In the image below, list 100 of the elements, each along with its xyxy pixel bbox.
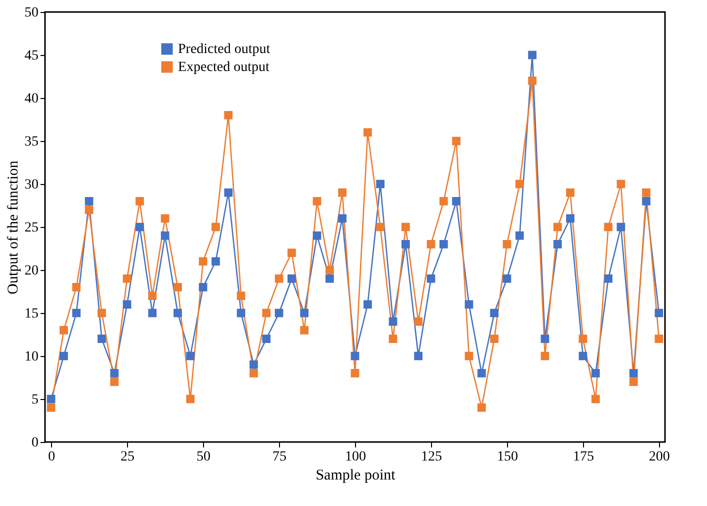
point <box>274 308 284 318</box>
point <box>464 352 474 360</box>
point <box>288 248 296 257</box>
point <box>642 188 650 197</box>
point <box>174 308 182 318</box>
point <box>540 352 550 360</box>
point <box>236 308 246 318</box>
point <box>426 274 436 283</box>
point <box>198 257 208 266</box>
point <box>439 197 448 206</box>
y-tick-label: 15 <box>24 306 38 322</box>
point <box>376 180 384 188</box>
point <box>629 378 638 386</box>
point <box>186 394 195 404</box>
point <box>439 240 448 248</box>
y-tick-label: 25 <box>24 220 38 236</box>
x-tick-label: 150 <box>496 450 518 464</box>
y-tick-label: 40 <box>24 92 38 106</box>
y-tick-label: 10 <box>24 350 38 364</box>
point <box>236 292 246 300</box>
point <box>326 274 334 283</box>
point <box>401 222 410 232</box>
y-tick-label: 45 <box>24 48 38 64</box>
point <box>515 180 524 188</box>
point <box>540 334 550 343</box>
point <box>122 300 132 309</box>
x-tick-label: 200 <box>648 450 670 464</box>
point <box>326 266 334 274</box>
point <box>363 300 372 309</box>
point <box>72 283 81 292</box>
point <box>591 369 600 378</box>
y-tick-label: 5 <box>32 392 38 408</box>
y-tick-label: 35 <box>24 134 38 150</box>
point <box>363 128 372 137</box>
point <box>250 360 258 369</box>
point <box>46 403 56 412</box>
y-tick-label: 0 <box>32 436 38 450</box>
point <box>338 188 347 197</box>
point <box>136 197 144 206</box>
point <box>262 334 271 343</box>
point <box>46 394 56 404</box>
point <box>616 222 626 232</box>
y-tick-label: 30 <box>24 178 38 192</box>
point <box>528 50 536 60</box>
point <box>212 222 220 232</box>
point <box>426 240 436 248</box>
point <box>553 222 562 232</box>
point <box>212 257 220 266</box>
point <box>464 300 474 309</box>
x-axis-title: Sample point <box>316 468 396 484</box>
point <box>654 308 664 318</box>
point <box>110 369 119 378</box>
point <box>591 394 600 404</box>
point <box>578 352 588 360</box>
point <box>224 111 233 120</box>
point <box>350 352 360 360</box>
y-tick-label: 50 <box>24 6 38 20</box>
point <box>515 231 524 240</box>
point <box>502 240 512 248</box>
point <box>528 76 536 85</box>
point <box>477 369 486 378</box>
point <box>414 317 422 326</box>
point <box>376 222 384 232</box>
point <box>60 326 68 334</box>
point <box>312 197 322 206</box>
point <box>174 283 182 292</box>
point <box>642 197 650 206</box>
point <box>654 334 664 343</box>
x-tick-label: 125 <box>420 450 442 464</box>
point <box>490 308 498 318</box>
x-tick-label: 75 <box>272 450 287 464</box>
legend-label: Predicted output <box>178 42 270 57</box>
point <box>452 197 460 206</box>
point <box>502 274 512 283</box>
point <box>98 308 106 318</box>
point <box>160 214 170 223</box>
point <box>490 334 498 343</box>
point <box>414 352 422 360</box>
point <box>566 188 574 197</box>
point <box>148 292 157 300</box>
point <box>300 326 309 334</box>
point <box>72 308 81 318</box>
point <box>110 378 119 386</box>
point <box>136 222 144 232</box>
point <box>288 274 296 283</box>
point <box>338 214 347 223</box>
point <box>262 308 271 318</box>
x-tick-label: 50 <box>196 450 211 464</box>
point <box>553 240 562 248</box>
point <box>401 240 410 248</box>
x-tick-label: 100 <box>345 450 366 464</box>
point <box>186 352 195 360</box>
point <box>578 334 588 343</box>
point <box>60 352 68 360</box>
point <box>312 231 322 240</box>
point <box>388 317 398 326</box>
x-tick-label: 25 <box>120 450 135 464</box>
point <box>198 283 208 292</box>
point <box>250 369 258 378</box>
y-axis-title: Output of the function <box>6 160 22 294</box>
